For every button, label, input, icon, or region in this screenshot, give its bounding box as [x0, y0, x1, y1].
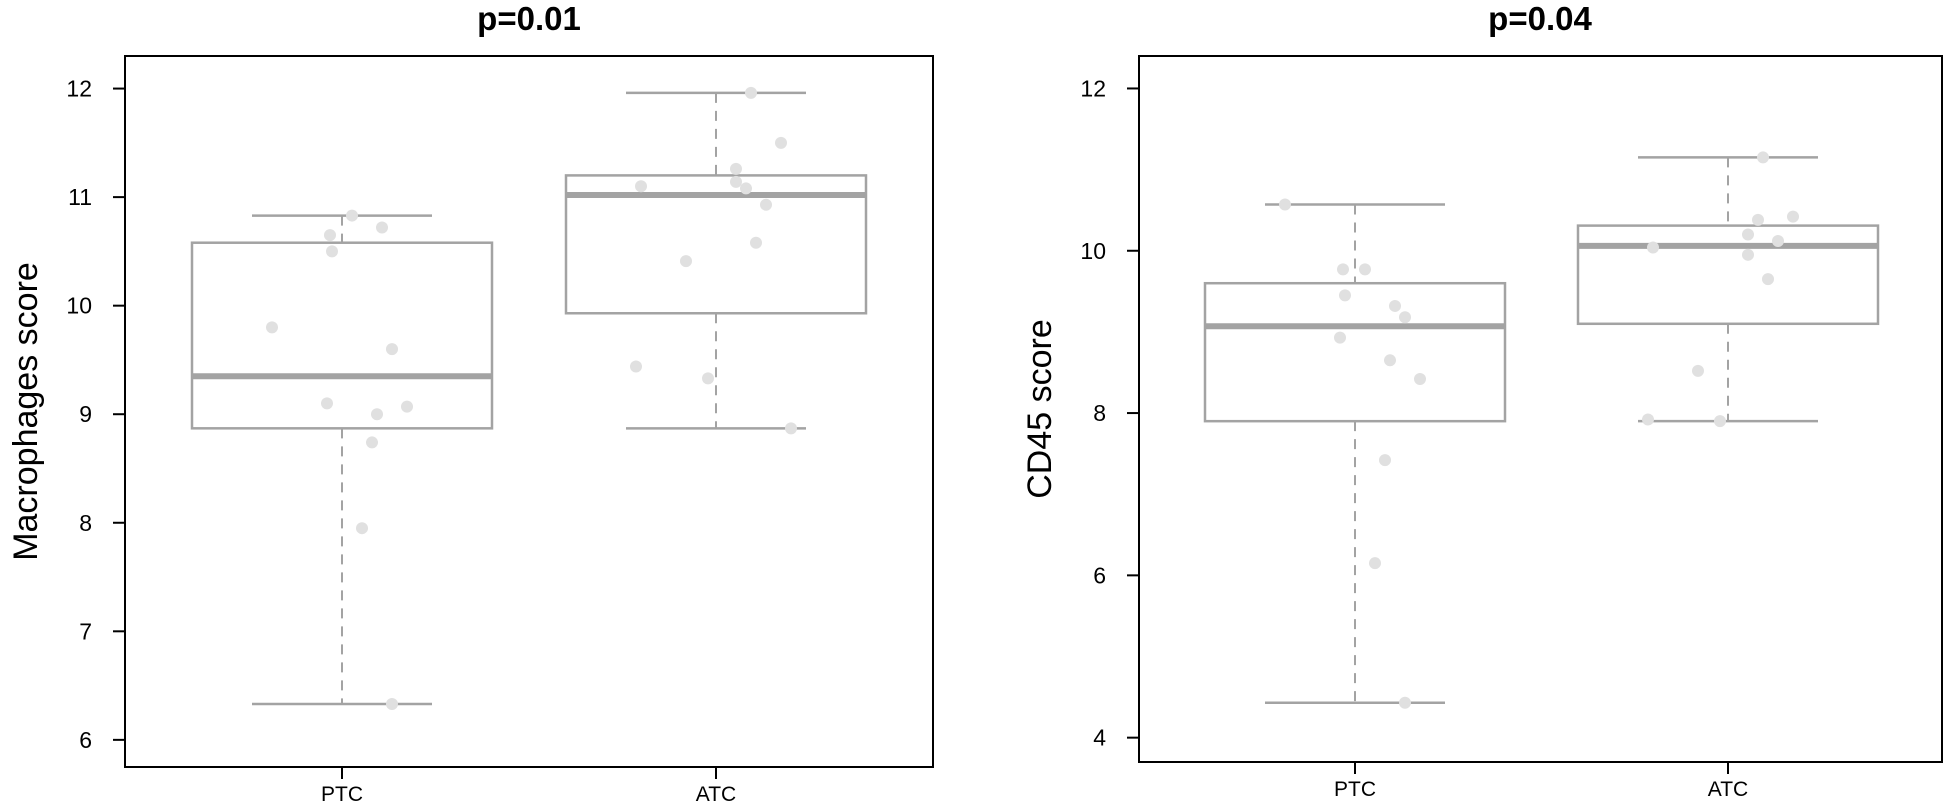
data-point: [1279, 198, 1291, 211]
data-point: [321, 397, 333, 410]
iqr-box: [1203, 281, 1507, 423]
data-point: [1399, 311, 1411, 324]
y-tick-label: 12: [1080, 75, 1106, 101]
plot-frame: [124, 55, 934, 768]
box-atc: [1576, 156, 1880, 423]
data-point: [1642, 413, 1654, 426]
data-point: [1757, 151, 1769, 164]
y-tick-label: 8: [79, 510, 92, 536]
data-point: [326, 245, 338, 258]
data-point: [1339, 289, 1351, 302]
iqr-box: [190, 241, 494, 430]
data-point: [775, 136, 787, 149]
data-point: [1384, 354, 1396, 367]
data-point: [1787, 210, 1799, 223]
data-point: [356, 522, 368, 535]
data-point: [1334, 331, 1346, 344]
data-point: [366, 436, 378, 449]
y-axis-label: CD45 score: [1021, 319, 1059, 499]
data-point: [785, 422, 797, 435]
data-point: [1762, 273, 1774, 286]
iqr-box: [564, 174, 868, 315]
data-point: [635, 180, 647, 193]
data-point: [730, 162, 742, 175]
data-point: [1399, 696, 1411, 709]
data-point: [376, 221, 388, 234]
data-point: [1369, 557, 1381, 570]
x-tick-label: ATC: [1708, 778, 1748, 801]
data-point: [760, 198, 772, 211]
data-point: [1772, 235, 1784, 248]
data-point: [401, 400, 413, 413]
y-tick-label: 11: [68, 184, 92, 210]
data-point: [371, 408, 383, 421]
data-point: [1359, 263, 1371, 276]
y-tick-label: 10: [1080, 238, 1106, 264]
y-tick-label: 8: [1093, 400, 1106, 426]
box-ptc: [1203, 203, 1507, 705]
data-point: [730, 175, 742, 188]
data-point: [680, 255, 692, 268]
x-tick-label: ATC: [696, 783, 736, 806]
data-point: [1742, 248, 1754, 261]
panel-cd45: p=0.04 CD45 score 4 6 8 10 12 PTC ATC: [1021, 0, 1943, 801]
box-ptc: [190, 214, 494, 706]
data-point: [1414, 372, 1426, 385]
y-tick-label: 7: [79, 618, 92, 644]
data-point: [1714, 415, 1726, 428]
data-point: [386, 343, 398, 356]
data-point: [1379, 454, 1391, 467]
data-point: [346, 209, 358, 222]
data-point: [1742, 228, 1754, 241]
x-tick-label: PTC: [321, 783, 363, 806]
iqr-box: [1576, 224, 1880, 326]
data-point: [1692, 364, 1704, 377]
data-point: [750, 236, 762, 249]
data-point: [740, 182, 752, 195]
chart-title: p=0.04: [1488, 0, 1592, 37]
y-tick-label: 6: [79, 727, 92, 753]
y-tick-label: 4: [1093, 725, 1106, 751]
y-axis-label: Macrophages score: [7, 262, 45, 561]
data-point: [1337, 263, 1349, 276]
data-point: [1647, 241, 1659, 254]
y-tick-label: 10: [66, 293, 92, 319]
box-atc: [564, 91, 868, 430]
data-point: [702, 372, 714, 385]
panel-macrophages: p=0.01 Macrophages score 6 7 8 9 10 11 12 PTC ATC: [7, 0, 934, 806]
data-point: [1752, 213, 1764, 226]
y-tick-label: 12: [66, 76, 92, 102]
data-point: [630, 360, 642, 373]
chart-title: p=0.01: [477, 0, 581, 37]
plot-frame: [1138, 55, 1943, 763]
data-point: [386, 698, 398, 711]
data-point: [266, 321, 278, 334]
data-point: [745, 86, 757, 99]
x-tick-label: PTC: [1334, 778, 1376, 801]
y-tick-label: 9: [79, 401, 92, 427]
y-tick-label: 6: [1093, 562, 1106, 588]
data-point: [324, 229, 336, 242]
data-point: [1389, 299, 1401, 312]
